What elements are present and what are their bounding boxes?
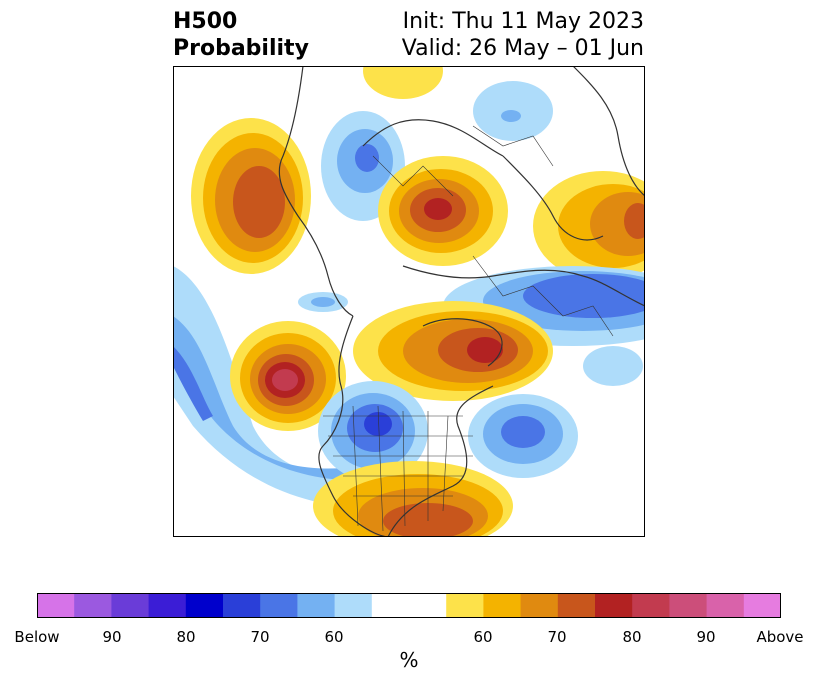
colorbar-swatch: [483, 593, 522, 618]
colorbar-swatch: [223, 593, 261, 618]
colorbar-label-80-below: 80: [176, 628, 196, 646]
colorbar-label-70-below: 70: [250, 628, 270, 646]
anomaly-above-southern-us: [313, 461, 513, 537]
anomaly-above-top-edge: [363, 66, 443, 99]
colorbar-swatch: [520, 593, 559, 618]
colorbar-label-90-below: 90: [102, 628, 122, 646]
colorbar-swatch: [185, 593, 224, 618]
valid-date: Valid: 26 May – 01 Jun: [401, 36, 644, 61]
anomaly-above-west-pacific: [191, 118, 311, 274]
colorbar-swatch: [37, 593, 75, 618]
colorbar-swatch: [632, 593, 670, 618]
title-variable: H500: [173, 9, 238, 34]
anomaly-below-atlantic: [468, 394, 578, 478]
colorbar-swatch: [260, 593, 298, 618]
map-title: H500 Probability: [173, 8, 309, 62]
colorbar-unit: %: [399, 648, 419, 672]
map-dates: Init: Thu 11 May 2023 Valid: 26 May – 01…: [402, 8, 644, 62]
state-borders: [323, 125, 614, 532]
colorbar-swatch: [409, 593, 447, 618]
colorbar-label-80-above: 80: [622, 628, 642, 646]
colorbar-swatch: [111, 593, 150, 618]
coastlines: [278, 66, 645, 537]
colorbar-label-70-above: 70: [547, 628, 567, 646]
colorbar-swatch: [148, 593, 187, 618]
colorbar-swatch: [743, 593, 781, 618]
colorbar-swatch: [74, 593, 112, 618]
colorbar: [37, 593, 781, 618]
anomaly-below-north-asia: [473, 81, 553, 141]
title-type: Probability: [173, 36, 309, 61]
colorbar-swatch: [446, 593, 484, 618]
anomaly-above-siberia: [378, 156, 508, 266]
anomaly-above-greenland: [353, 301, 553, 401]
colorbar-swatch: [371, 593, 410, 618]
colorbar-border: [37, 593, 781, 618]
colorbar-swatch: [706, 593, 745, 618]
colorbar-label-90-above: 90: [696, 628, 716, 646]
colorbar-label-below: Below: [14, 628, 60, 646]
probability-map: [173, 66, 645, 537]
colorbar-label-60-below: 60: [324, 628, 344, 646]
colorbar-label-above: Above: [756, 628, 804, 646]
colorbar-label-60-above: 60: [473, 628, 493, 646]
anomaly-above-europe: [533, 171, 645, 281]
colorbar-swatch: [669, 593, 708, 618]
anomaly-above-east-pacific: [230, 321, 346, 431]
colorbar-swatch: [595, 593, 633, 618]
colorbar-swatch: [334, 593, 373, 618]
colorbar-swatch: [557, 593, 596, 618]
colorbar-swatch: [297, 593, 336, 618]
init-date: Init: Thu 11 May 2023: [402, 9, 644, 34]
